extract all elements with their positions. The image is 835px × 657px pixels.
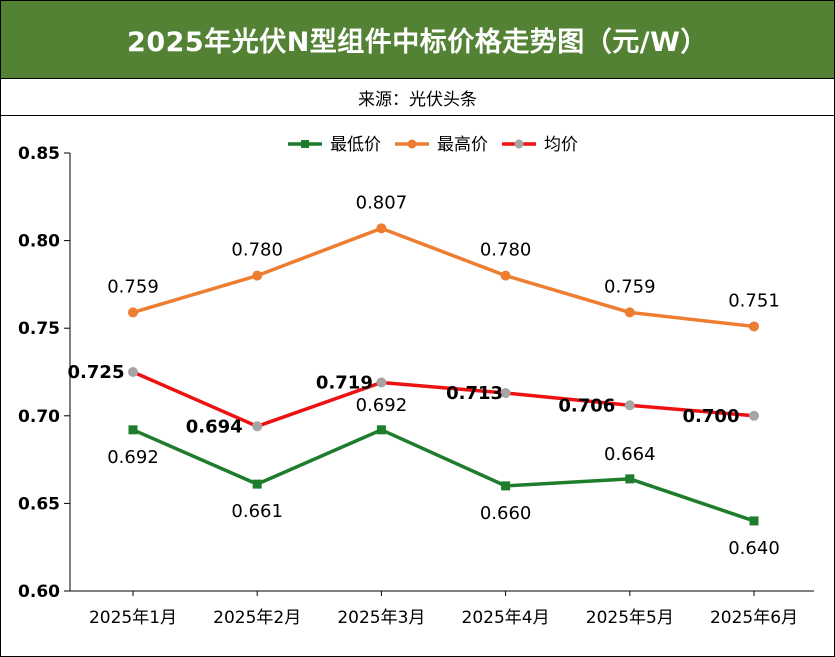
max-price-point [749, 321, 759, 332]
y-tick-label: 0.80 [18, 232, 60, 252]
title-bar: 2025年光伏N型组件中标价格走势图（元/W） [1, 1, 834, 79]
legend-max-marker [407, 139, 417, 149]
min-price-data-label: 0.660 [480, 503, 532, 524]
avg-price-data-label: 0.706 [558, 395, 615, 416]
avg-price-point [500, 388, 511, 399]
legend-avg-label: 均价 [544, 135, 578, 155]
max-price-point [252, 270, 263, 281]
x-tick-label: 2025年5月 [586, 608, 674, 628]
legend-min-label: 最低价 [330, 135, 381, 155]
avg-price-point [624, 400, 635, 411]
x-tick-label: 2025年4月 [462, 608, 550, 628]
legend-avg-marker [514, 139, 524, 149]
avg-price-point [252, 421, 263, 432]
min-price-point [749, 516, 759, 526]
max-price-data-label: 0.807 [356, 192, 408, 213]
max-price-point [624, 307, 635, 318]
min-price-point [376, 425, 386, 435]
legend-max-label: 最高价 [437, 135, 488, 155]
max-price-series-line [131, 226, 756, 329]
y-tick-label: 0.65 [18, 494, 60, 514]
min-price-data-label: 0.692 [356, 395, 408, 416]
y-tick-label: 0.75 [18, 319, 60, 339]
x-tick-label: 2025年1月 [89, 608, 177, 628]
min-price-data-label: 0.661 [231, 501, 283, 522]
max-price-point [128, 307, 138, 318]
y-tick-label: 0.60 [18, 582, 60, 602]
avg-price-data-label: 0.719 [316, 373, 373, 394]
min-price-data-label: 0.664 [604, 444, 656, 465]
y-tick-label: 0.85 [18, 144, 60, 164]
avg-price-series-line [131, 370, 756, 429]
avg-price-data-label: 0.700 [683, 406, 740, 427]
chart-title: 2025年光伏N型组件中标价格走势图（元/W） [127, 27, 708, 58]
x-tick-label: 2025年2月 [213, 608, 301, 628]
max-price-data-label: 0.751 [728, 290, 780, 311]
max-price-data-label: 0.759 [604, 276, 656, 297]
avg-price-data-label: 0.713 [446, 383, 503, 404]
min-price-point [625, 474, 635, 484]
avg-price-point [749, 410, 759, 421]
min-price-point [252, 479, 262, 489]
y-tick-label: 0.70 [18, 407, 60, 427]
avg-price-point [376, 377, 387, 388]
legend-min-marker [301, 140, 309, 148]
min-price-point [128, 425, 138, 435]
avg-price-data-label: 0.725 [68, 362, 125, 383]
max-price-point [376, 223, 387, 234]
min-price-series-line [131, 428, 756, 523]
max-price-data-label: 0.780 [480, 240, 532, 261]
x-tick-label: 2025年3月 [337, 608, 425, 628]
source-text: 来源：光伏头条 [358, 89, 477, 110]
min-price-point [501, 481, 511, 491]
max-price-point [500, 270, 511, 281]
source-bar: 来源：光伏头条 [1, 79, 834, 116]
max-price-data-label: 0.780 [231, 240, 283, 261]
min-price-data-label: 0.640 [728, 538, 780, 559]
avg-price-data-label: 0.694 [186, 416, 243, 437]
x-tick-label: 2025年6月 [710, 608, 798, 628]
min-price-data-label: 0.692 [107, 447, 159, 468]
max-price-data-label: 0.759 [107, 276, 159, 297]
avg-price-point [128, 367, 138, 377]
